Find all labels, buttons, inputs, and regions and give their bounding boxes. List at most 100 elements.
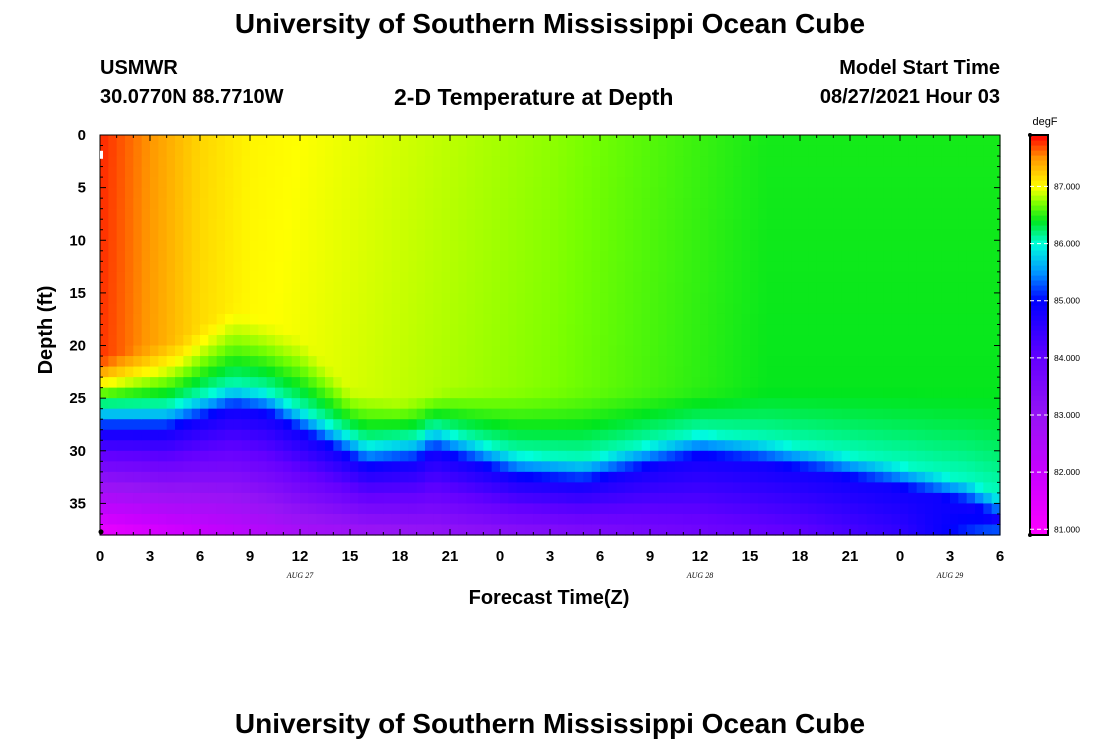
- heatmap-cell: [191, 250, 201, 262]
- heatmap-cell: [316, 187, 326, 199]
- heatmap-cell: [200, 324, 209, 336]
- heatmap-cell: [675, 271, 684, 283]
- heatmap-cell: [341, 419, 351, 431]
- heatmap-cell: [625, 408, 634, 420]
- heatmap-cell: [383, 177, 393, 189]
- heatmap-cell: [491, 250, 501, 262]
- heatmap-cell: [408, 198, 418, 210]
- heatmap-cell: [650, 240, 659, 252]
- heatmap-cell: [908, 482, 918, 494]
- heatmap-cell: [500, 282, 509, 294]
- heatmap-cell: [750, 366, 759, 378]
- heatmap-cell: [983, 208, 993, 220]
- heatmap-cell: [858, 366, 868, 378]
- heatmap-cell: [175, 156, 184, 168]
- heatmap-cell: [333, 229, 343, 241]
- heatmap-cell: [116, 482, 126, 494]
- heatmap-cell: [200, 482, 209, 494]
- heatmap-cell: [341, 398, 351, 410]
- heatmap-cell: [141, 492, 151, 505]
- heatmap-cell: [633, 135, 643, 147]
- heatmap-cell: [275, 440, 284, 452]
- heatmap-cell: [666, 145, 676, 157]
- heatmap-cell: [758, 261, 768, 273]
- heatmap-cell: [300, 219, 309, 231]
- heatmap-cell: [366, 145, 376, 157]
- colorbar-segment: [1030, 485, 1048, 491]
- heatmap-cell: [533, 345, 543, 357]
- heatmap-cell: [200, 271, 209, 283]
- heatmap-cell: [825, 461, 834, 473]
- heatmap-cell: [266, 408, 276, 420]
- heatmap-cell: [416, 524, 426, 536]
- heatmap-cell: [475, 313, 484, 326]
- heatmap-cell: [208, 282, 218, 294]
- heatmap-cell: [908, 503, 918, 515]
- heatmap-cell: [950, 482, 959, 494]
- heatmap-cell: [983, 513, 993, 526]
- heatmap-cell: [650, 166, 659, 178]
- heatmap-cell: [700, 440, 709, 452]
- heatmap-cell: [150, 187, 159, 199]
- heatmap-cell: [791, 292, 801, 305]
- heatmap-cell: [408, 366, 418, 378]
- heatmap-cell: [283, 513, 293, 526]
- heatmap-cell: [758, 208, 768, 220]
- heatmap-cell: [541, 156, 551, 168]
- heatmap-cell: [933, 166, 943, 178]
- heatmap-cell: [383, 356, 393, 368]
- heatmap-cell: [550, 366, 559, 378]
- heatmap-cell: [133, 408, 143, 420]
- heatmap-cell: [325, 356, 334, 368]
- heatmap-cell: [225, 135, 234, 147]
- heatmap-cell: [625, 377, 634, 389]
- heatmap-cell: [233, 166, 243, 178]
- x-date-label: AUG 29: [936, 571, 963, 580]
- heatmap-cell: [208, 261, 218, 273]
- heatmap-cell: [141, 482, 151, 494]
- heatmap-cell: [550, 450, 559, 462]
- heatmap-cell: [650, 145, 659, 157]
- heatmap-cell: [375, 482, 384, 494]
- heatmap-cell: [241, 282, 251, 294]
- heatmap-cell: [841, 156, 851, 168]
- heatmap-cell: [375, 377, 384, 389]
- heatmap-cell: [241, 324, 251, 336]
- heatmap-cell: [633, 219, 643, 231]
- heatmap-cell: [533, 166, 543, 178]
- heatmap-cell: [400, 440, 409, 452]
- heatmap-cell: [183, 408, 193, 420]
- heatmap-cell: [833, 313, 843, 326]
- heatmap-cell: [316, 492, 326, 505]
- heatmap-cell: [300, 177, 309, 189]
- heatmap-cell: [183, 335, 193, 347]
- heatmap-cell: [258, 461, 268, 473]
- heatmap-cell: [366, 450, 376, 462]
- heatmap-cell: [991, 229, 1001, 241]
- heatmap-cell: [716, 524, 726, 536]
- heatmap-cell: [191, 156, 201, 168]
- heatmap-cell: [166, 229, 176, 241]
- heatmap-cell: [508, 461, 518, 473]
- heatmap-cell: [741, 187, 751, 199]
- heatmap-cell: [691, 503, 701, 515]
- heatmap-cell: [891, 387, 901, 399]
- heatmap-cell: [416, 513, 426, 526]
- heatmap-cell: [916, 313, 926, 326]
- heatmap-cell: [566, 429, 576, 441]
- heatmap-cell: [341, 471, 351, 483]
- heatmap-cell: [958, 387, 968, 399]
- heatmap-cell: [941, 335, 951, 347]
- heatmap-cell: [975, 313, 984, 326]
- heatmap-cell: [433, 356, 443, 368]
- heatmap-cell: [366, 208, 376, 220]
- heatmap-cell: [941, 429, 951, 441]
- heatmap-cell: [375, 440, 384, 452]
- heatmap-cell: [325, 461, 334, 473]
- heatmap-cell: [925, 524, 934, 536]
- heatmap-cell: [425, 166, 434, 178]
- heatmap-cell: [591, 135, 601, 147]
- heatmap-cell: [683, 524, 693, 536]
- heatmap-cell: [233, 250, 243, 262]
- heatmap-cell: [700, 408, 709, 420]
